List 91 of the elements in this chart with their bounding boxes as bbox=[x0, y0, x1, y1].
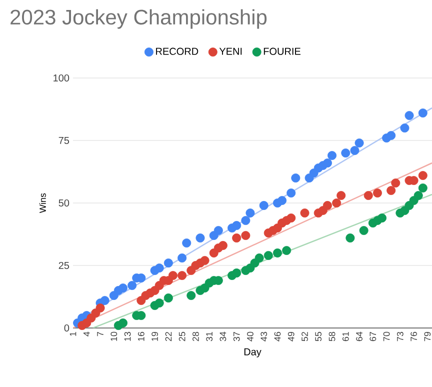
legend-label: YENI bbox=[219, 48, 242, 55]
x-tick-label: 43 bbox=[260, 332, 268, 342]
point bbox=[200, 256, 210, 265]
x-tick-label: 46 bbox=[274, 332, 281, 342]
x-tick-label: 13 bbox=[124, 332, 131, 341]
point bbox=[332, 198, 342, 208]
point bbox=[322, 200, 332, 210]
x-tick-label: 40 bbox=[247, 332, 254, 342]
point bbox=[400, 123, 410, 132]
x-axis-title: Day bbox=[244, 348, 262, 358]
point bbox=[154, 263, 164, 272]
x-tick-label: 28 bbox=[192, 332, 199, 342]
point bbox=[282, 246, 292, 255]
point bbox=[322, 158, 332, 168]
point bbox=[218, 240, 228, 250]
x-tick-label: 52 bbox=[302, 332, 308, 342]
x-tick-label: 58 bbox=[328, 332, 336, 342]
chart-title: 2023 Jockey Championship bbox=[10, 9, 267, 29]
point bbox=[100, 296, 110, 305]
x-tick-label: 49 bbox=[288, 332, 294, 342]
point bbox=[291, 173, 300, 182]
point bbox=[350, 146, 360, 155]
x-tick-label: 76 bbox=[410, 332, 418, 342]
x-tick-label: 64 bbox=[356, 332, 362, 342]
point bbox=[232, 233, 242, 242]
point bbox=[300, 208, 310, 218]
point bbox=[278, 196, 287, 205]
point bbox=[232, 268, 242, 278]
point bbox=[196, 233, 205, 242]
point bbox=[96, 303, 105, 312]
x-tick-label: 10 bbox=[110, 332, 118, 341]
y-tick-label: 75 bbox=[58, 136, 70, 144]
point bbox=[404, 110, 414, 120]
point bbox=[372, 188, 382, 198]
point bbox=[378, 213, 387, 222]
point bbox=[336, 190, 346, 200]
legend-label: FOURIE bbox=[264, 48, 300, 55]
point bbox=[386, 186, 396, 195]
x-tick-label: 16 bbox=[138, 332, 144, 341]
point bbox=[328, 150, 337, 160]
point bbox=[168, 270, 178, 280]
x-tick-label: 22 bbox=[165, 332, 172, 342]
y-tick-label: 50 bbox=[58, 199, 70, 207]
point bbox=[386, 130, 396, 140]
point bbox=[246, 208, 255, 218]
point bbox=[254, 253, 264, 262]
x-tick-label: 70 bbox=[383, 332, 390, 342]
point bbox=[118, 283, 128, 292]
point bbox=[178, 270, 187, 280]
point bbox=[346, 233, 355, 242]
point bbox=[178, 253, 187, 262]
x-tick-label: 4 bbox=[84, 332, 90, 336]
x-tick-label: 61 bbox=[342, 332, 349, 342]
point bbox=[359, 226, 368, 235]
point bbox=[391, 178, 400, 188]
point bbox=[354, 138, 364, 148]
y-tick-label: 25 bbox=[58, 262, 70, 270]
point bbox=[286, 188, 296, 198]
y-tick-label: 100 bbox=[54, 74, 70, 82]
point bbox=[286, 213, 296, 222]
point bbox=[118, 318, 128, 328]
point bbox=[414, 190, 423, 200]
x-tick-label: 1 bbox=[70, 332, 76, 336]
point bbox=[164, 258, 173, 268]
point bbox=[364, 190, 373, 200]
point bbox=[241, 216, 250, 225]
point bbox=[341, 148, 350, 158]
x-tick-label: 25 bbox=[178, 332, 186, 342]
x-tick-label: 79 bbox=[424, 332, 431, 342]
x-tick-label: 67 bbox=[370, 332, 376, 342]
point bbox=[272, 248, 282, 258]
x-tick-label: 37 bbox=[233, 332, 240, 342]
point bbox=[241, 230, 250, 240]
x-tick-label: 31 bbox=[206, 332, 213, 342]
point bbox=[154, 298, 164, 308]
x-tick-label: 55 bbox=[315, 332, 322, 342]
point bbox=[232, 220, 242, 230]
y-axis-title: Wins bbox=[39, 193, 46, 213]
point bbox=[214, 226, 223, 235]
x-tick-label: 73 bbox=[396, 332, 404, 342]
x-tick-label: 7 bbox=[97, 332, 104, 336]
point bbox=[164, 293, 173, 302]
point bbox=[182, 238, 192, 248]
point bbox=[264, 250, 273, 260]
y-tick-label: 0 bbox=[64, 324, 70, 332]
x-tick-label: 34 bbox=[220, 332, 226, 342]
point bbox=[128, 280, 137, 290]
point bbox=[186, 290, 196, 300]
point bbox=[259, 200, 268, 210]
legend-label: RECORD bbox=[156, 48, 198, 55]
x-tick-label: 19 bbox=[152, 332, 158, 341]
